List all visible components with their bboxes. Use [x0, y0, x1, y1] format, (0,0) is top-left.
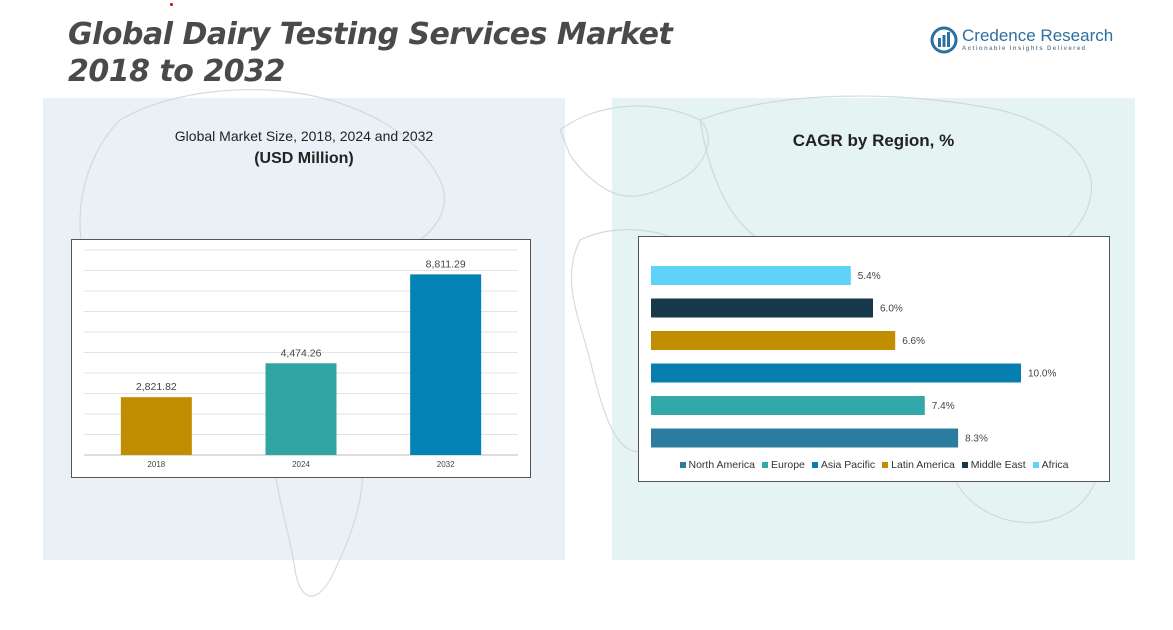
cagr-bar-middle-east — [651, 298, 873, 318]
market-size-bar-chart: 2,821.82 2018 4,474.26 2024 8,811.29 2032 — [84, 249, 518, 469]
legend-label: North America — [688, 459, 756, 471]
x-tick-label: 2018 — [147, 460, 165, 469]
legend-label: Europe — [771, 459, 805, 471]
legend-item: Africa — [1032, 459, 1069, 471]
credence-research-logo: Credence Research Actionable Insights De… — [930, 26, 1113, 54]
legend-item: Latin America — [882, 459, 955, 471]
legend-label: Africa — [1041, 459, 1069, 471]
cagr-bar-latin-america — [651, 331, 896, 350]
legend-swatch — [762, 462, 769, 468]
legend-swatch — [811, 462, 818, 468]
legend-item: North America — [679, 459, 756, 471]
title-line-2: 2018 to 2032 — [68, 54, 285, 89]
legend-item: Middle East — [961, 459, 1026, 471]
cagr-bar-north-america — [651, 428, 959, 448]
legend-label: Latin America — [891, 459, 955, 471]
legend-label: Middle East — [970, 459, 1026, 471]
bar-value-label: 4,474.26 — [281, 347, 322, 359]
logo-tagline: Actionable Insights Delivered — [962, 46, 1087, 52]
market-size-chart: 2,821.82 2018 4,474.26 2024 8,811.29 2032 — [71, 239, 531, 478]
cagr-value-label: 5.4% — [858, 271, 881, 282]
x-tick-label: 2032 — [437, 460, 455, 469]
logo-name: Credence Research — [962, 26, 1114, 45]
cagr-bar-europe — [651, 396, 925, 415]
page-title: Global Dairy Testing Services Market 201… — [68, 16, 673, 90]
legend-swatch — [882, 462, 889, 468]
bar-2018 — [120, 397, 192, 455]
title-line-1: Global Dairy Testing Services Market — [68, 17, 673, 52]
cagr-value-label: 6.0% — [880, 304, 903, 315]
market-size-unit: (USD Million) — [254, 150, 354, 167]
bar-2032 — [410, 274, 482, 455]
legend-item: Asia Pacific — [811, 459, 876, 471]
market-size-subtitle: Global Market Size, 2018, 2024 and 2032 — [174, 128, 434, 144]
legend-swatch — [1032, 462, 1039, 468]
cagr-title: CAGR by Region, % — [792, 131, 955, 150]
cagr-value-label: 6.6% — [902, 336, 925, 347]
cagr-legend: North America Europe Asia Pacific Latin Ame… — [639, 459, 1109, 471]
cagr-value-label: 7.4% — [932, 401, 955, 412]
cagr-chart: 5.4% 6.0% 6.6% 10.0% 7.4% 8.3% North America E… — [638, 236, 1110, 482]
legend-label: Asia Pacific — [820, 459, 876, 471]
cagr-bar-africa — [651, 266, 851, 285]
logo-mark-icon — [930, 26, 958, 54]
cagr-bar-chart: 5.4% 6.0% 6.6% 10.0% 7.4% 8.3% — [651, 266, 1056, 448]
legend-swatch — [679, 462, 686, 468]
cagr-bar-asia-pacific — [651, 363, 1021, 383]
legend-item: Europe — [762, 459, 805, 471]
bar-value-label: 8,811.29 — [426, 258, 466, 270]
cagr-value-label: 10.0% — [1028, 369, 1056, 380]
bar-value-label: 2,821.82 — [136, 381, 177, 393]
x-tick-label: 2024 — [292, 460, 310, 469]
red-marker-dot — [170, 3, 173, 6]
legend-swatch — [961, 462, 968, 468]
bar-2024 — [265, 363, 337, 455]
cagr-value-label: 8.3% — [965, 434, 988, 445]
